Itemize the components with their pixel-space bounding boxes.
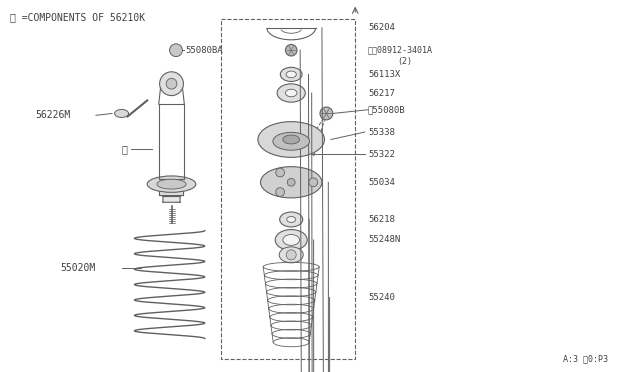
- Ellipse shape: [287, 217, 296, 222]
- Text: 55020M: 55020M: [61, 263, 96, 273]
- Ellipse shape: [273, 132, 310, 150]
- Circle shape: [276, 168, 285, 177]
- Ellipse shape: [260, 167, 322, 198]
- FancyBboxPatch shape: [163, 196, 180, 203]
- Circle shape: [309, 178, 317, 187]
- Text: ※ =COMPONENTS OF 56210K: ※ =COMPONENTS OF 56210K: [10, 12, 145, 22]
- Ellipse shape: [258, 122, 324, 157]
- FancyBboxPatch shape: [159, 188, 184, 196]
- Text: 56204: 56204: [368, 23, 395, 32]
- Ellipse shape: [275, 230, 307, 250]
- Circle shape: [276, 187, 285, 196]
- Ellipse shape: [280, 212, 303, 227]
- Text: 56218: 56218: [368, 215, 395, 224]
- Text: 55338: 55338: [368, 128, 395, 137]
- Ellipse shape: [283, 135, 300, 144]
- Ellipse shape: [147, 176, 196, 192]
- Text: 55248N: 55248N: [368, 235, 400, 244]
- Circle shape: [166, 78, 177, 89]
- Ellipse shape: [286, 71, 296, 78]
- Circle shape: [286, 250, 296, 260]
- Text: (2): (2): [397, 57, 412, 66]
- Ellipse shape: [283, 234, 300, 246]
- Ellipse shape: [280, 67, 302, 81]
- Circle shape: [159, 72, 184, 96]
- Text: 55322: 55322: [368, 150, 395, 159]
- Circle shape: [320, 107, 333, 120]
- Text: ※: ※: [122, 144, 128, 154]
- Ellipse shape: [157, 179, 186, 189]
- Ellipse shape: [285, 89, 297, 97]
- Ellipse shape: [277, 84, 305, 102]
- Text: A:3 ※0:P3: A:3 ※0:P3: [563, 355, 608, 363]
- Circle shape: [287, 178, 295, 186]
- Ellipse shape: [279, 247, 303, 263]
- Text: ※55080B: ※55080B: [368, 105, 406, 114]
- Text: 56217: 56217: [368, 89, 395, 97]
- Circle shape: [285, 45, 297, 56]
- Text: 55080BA: 55080BA: [186, 46, 223, 55]
- Circle shape: [170, 44, 182, 57]
- Text: 56226M: 56226M: [35, 110, 70, 120]
- Text: 55034: 55034: [368, 178, 395, 187]
- Text: 56113X: 56113X: [368, 70, 400, 79]
- Text: 55240: 55240: [368, 293, 395, 302]
- Ellipse shape: [115, 109, 129, 118]
- Text: ※ⓝ08912-3401A: ※ⓝ08912-3401A: [368, 46, 433, 55]
